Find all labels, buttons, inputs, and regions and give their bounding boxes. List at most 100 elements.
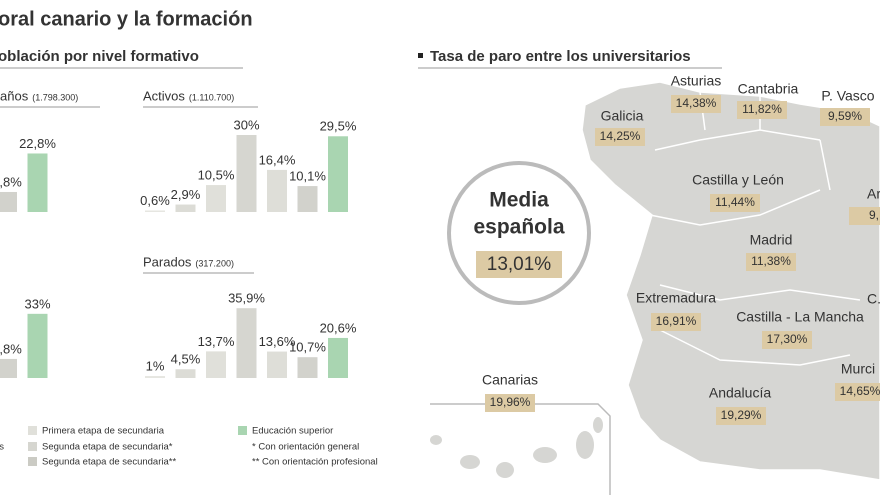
- region-name: Canarias: [482, 372, 538, 388]
- left-subtitle: oblación por nivel formativo: [0, 48, 199, 65]
- bar: [328, 337, 348, 378]
- region-name: Castilla y León: [692, 172, 784, 188]
- bar: [206, 351, 226, 378]
- legend-swatch: [28, 457, 37, 466]
- bar: [297, 186, 318, 212]
- chart-total: (1.798.300): [32, 92, 78, 102]
- value-label: 9,8%: [0, 341, 22, 356]
- value-label: 4,5%: [171, 352, 201, 367]
- legend-label: os: [0, 442, 4, 453]
- value-label: 16,4%: [259, 152, 296, 167]
- value-label: 10,5%: [198, 167, 235, 182]
- average-line1: Media: [489, 189, 549, 212]
- value-label: 20,6%: [320, 320, 357, 335]
- legend-note: * Con orientación general: [252, 442, 359, 453]
- legend-swatch: [238, 426, 247, 435]
- region-value-box: [651, 313, 701, 331]
- region-value-box: [485, 394, 535, 412]
- region-name: Asturias: [671, 73, 722, 89]
- bar: [328, 136, 348, 212]
- bar: [27, 153, 48, 212]
- value-label: 10,1%: [289, 169, 326, 184]
- region-value: 9,59%: [828, 109, 862, 123]
- region-value: 17,30%: [767, 332, 808, 346]
- bar: [236, 308, 257, 378]
- region-value-box: [671, 95, 721, 113]
- region-value: 11,82%: [742, 102, 782, 116]
- bar: [0, 358, 17, 378]
- value-label: 1%: [146, 358, 165, 373]
- region-name: Cantabria: [738, 81, 799, 97]
- chart-total: (1.110.700): [189, 92, 234, 102]
- bullet: [418, 53, 423, 58]
- region-value: 9,: [869, 208, 879, 222]
- value-label: 10,7%: [289, 340, 326, 355]
- region-name: Extremadura: [636, 290, 716, 306]
- region-value: 14,38%: [676, 96, 717, 110]
- region-name: Ar: [867, 186, 880, 202]
- region-value-box: [737, 101, 787, 119]
- average-line2: española: [473, 216, 564, 239]
- chart-title: años: [0, 88, 29, 103]
- region-value: 11,38%: [751, 254, 791, 268]
- region-value-box: [820, 108, 870, 126]
- bar: [206, 185, 226, 212]
- value-label: 2,9%: [171, 187, 201, 202]
- value-label: 7,8%: [0, 174, 22, 189]
- value-label: 29,5%: [320, 119, 357, 134]
- bar: [145, 210, 165, 212]
- legend-label: Segunda etapa de secundaria**: [42, 457, 176, 468]
- value-label: 33%: [24, 296, 50, 311]
- region-name: C.: [867, 291, 880, 307]
- value-label: 13,6%: [259, 334, 296, 349]
- region-name: Andalucía: [709, 385, 771, 401]
- bar: [27, 313, 48, 378]
- value-label: 22,8%: [19, 136, 56, 151]
- bar: [267, 351, 287, 378]
- bar: [297, 357, 318, 378]
- legend-label: Primera etapa de secundaria: [42, 426, 165, 437]
- bar: [0, 191, 17, 212]
- region-name: Murci: [841, 361, 875, 377]
- region-value-box: [849, 207, 880, 225]
- region-name: P. Vasco: [821, 88, 874, 104]
- canary-islands: [430, 417, 603, 478]
- spain-map: [581, 81, 880, 481]
- region-value-box: [746, 253, 796, 271]
- legend-label: Segunda etapa de secundaria*: [42, 442, 173, 453]
- value-label: 13,7%: [198, 334, 235, 349]
- bar: [145, 376, 165, 378]
- region-value-box: [835, 383, 880, 401]
- value-label: 0,6%: [140, 193, 170, 208]
- region-name: Madrid: [750, 232, 793, 248]
- chart-title: Activos: [143, 88, 185, 103]
- chart-total: (317.200): [195, 258, 234, 268]
- region-value: 14,65%: [840, 384, 880, 398]
- bar: [267, 169, 287, 212]
- region-value-box: [595, 128, 645, 146]
- legend-swatch: [28, 442, 37, 451]
- average-box: [476, 251, 562, 278]
- chart-title: Parados: [143, 254, 192, 269]
- value-label: 35,9%: [228, 291, 265, 306]
- legend-note: ** Con orientación profesional: [252, 457, 378, 468]
- region-value: 19,29%: [721, 408, 762, 422]
- region-value-box: [710, 194, 760, 212]
- average-value: 13,01%: [487, 254, 552, 275]
- region-value: 19,96%: [490, 395, 531, 409]
- region-name: Castilla - La Mancha: [736, 309, 864, 325]
- region-value: 14,25%: [600, 129, 641, 143]
- region-value: 16,91%: [656, 314, 697, 328]
- legend-swatch: [28, 426, 37, 435]
- right-subtitle: Tasa de paro entre los universitarios: [430, 48, 691, 65]
- legend-label: Educación superior: [252, 426, 333, 437]
- title: oral canario y la formación: [0, 8, 253, 30]
- bar: [175, 369, 196, 378]
- region-value-box: [762, 331, 812, 349]
- bar: [175, 204, 196, 212]
- bar: [236, 135, 257, 212]
- region-value-box: [716, 407, 766, 425]
- value-label: 30%: [233, 117, 259, 132]
